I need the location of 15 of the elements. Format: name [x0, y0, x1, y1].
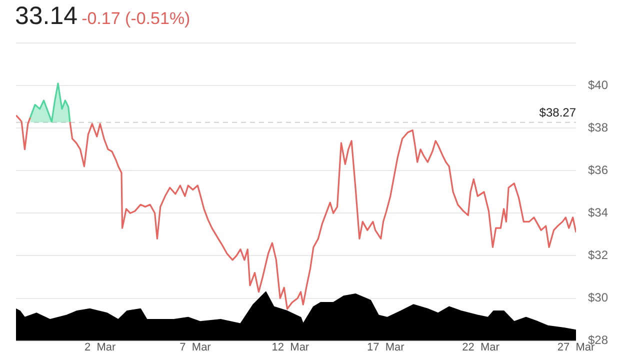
ref-line-label: $38.27 [539, 106, 576, 120]
x-tick-label: 22 Mar [462, 341, 500, 354]
y-tick-label: $36 [588, 162, 608, 177]
chart-title: 33.14 [15, 2, 78, 31]
y-tick-label: $30 [588, 290, 608, 305]
y-tick-label: $32 [588, 248, 608, 262]
chart-subtitle: -0.17 (-0.51%) [82, 9, 190, 29]
x-tick-label: 27 Mar [557, 341, 595, 354]
y-tick-label: $34 [588, 205, 608, 220]
x-tick-label: 2 Mar [84, 341, 116, 354]
x-tick-label: 7 Mar [180, 341, 212, 354]
x-tick-label: 12 Mar [272, 341, 310, 354]
x-tick-label: 17 Mar [366, 341, 405, 354]
y-tick-label: $40 [588, 78, 608, 92]
y-tick-label: $38 [588, 120, 608, 134]
